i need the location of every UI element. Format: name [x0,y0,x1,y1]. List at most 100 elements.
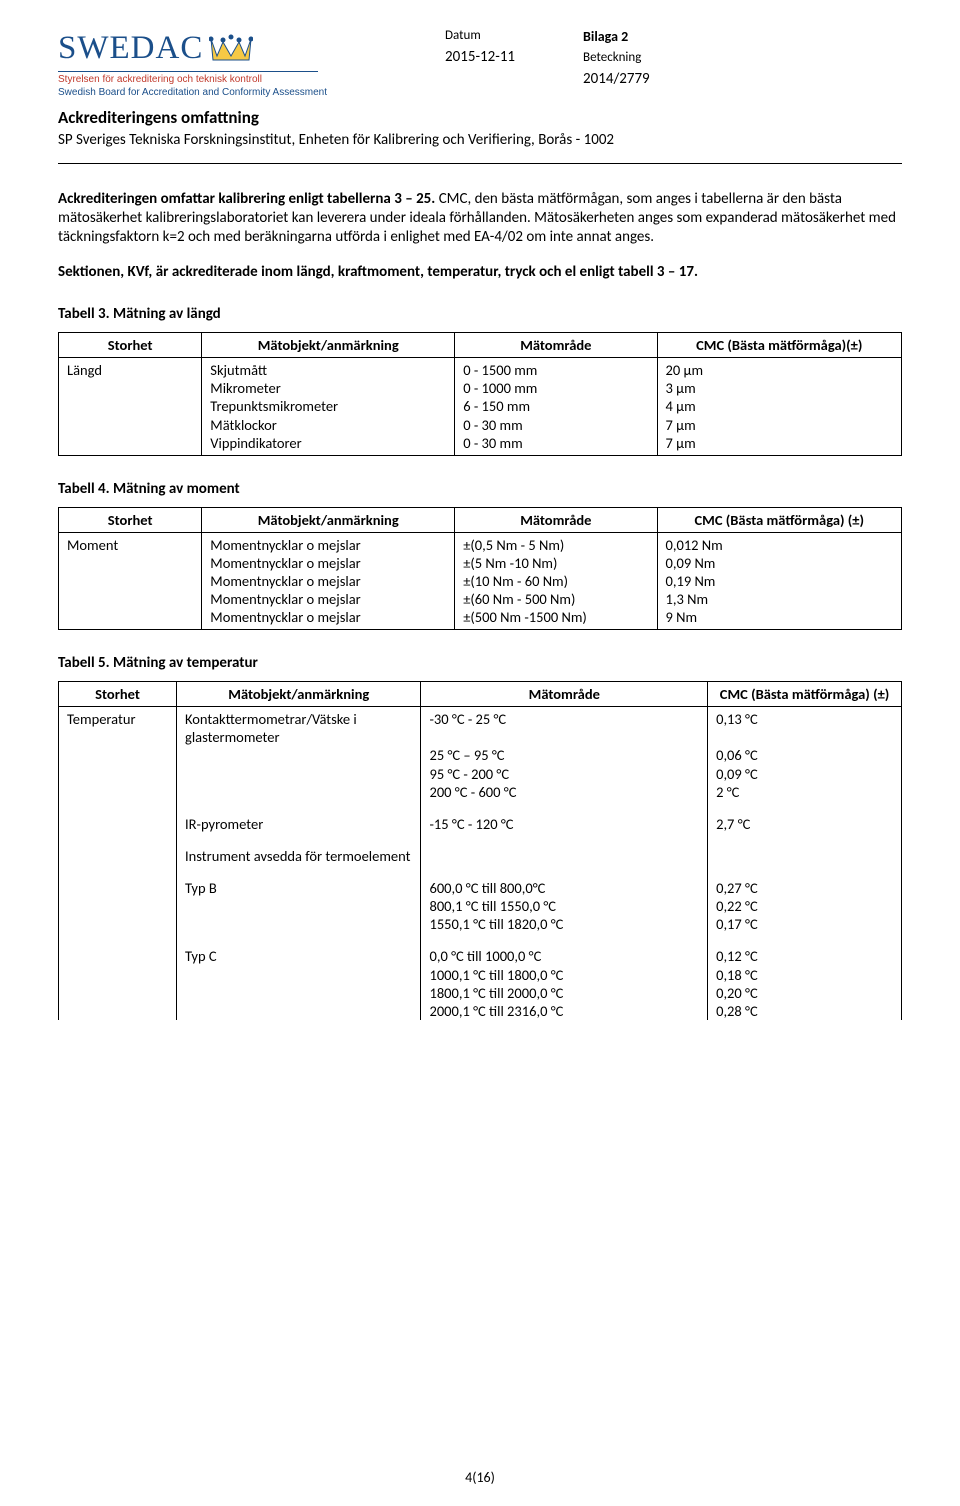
table4-h1: Mätobjekt/anmärkning [202,507,455,532]
logo-text: SWEDAC [58,28,203,69]
table4-h0: Storhet [59,507,202,532]
cell-range: ±(500 Nm -1500 Nm) [455,608,657,630]
cell-object: Typ B [177,865,421,897]
table-row: 2000,1 °C till 2316,0 °C0,28 °C [59,1002,902,1020]
table4-h2: Mätområde [455,507,657,532]
table3-title: Tabell 3. Mätning av längd [58,305,902,324]
table5-h2: Mätområde [421,682,708,707]
cell-range: ±(60 Nm - 500 Nm) [455,590,657,608]
cell-cmc: 0,09 °C [708,765,902,783]
cell-storhet [59,915,177,933]
table4-h3: CMC (Bästa mätförmåga) (±) [657,507,902,532]
cell-object: Trepunktsmikrometer [202,397,455,415]
beteckning-value: 2014/2779 [583,70,650,89]
cell-cmc: 7 µm [657,434,902,456]
cell-cmc [708,833,902,865]
cell-storhet: Moment [59,532,202,554]
table-row: 1550,1 °C till 1820,0 °C0,17 °C [59,915,902,933]
bilaga: Bilaga 2 [583,28,650,46]
cell-storhet [59,865,177,897]
cell-range: -15 °C - 120 °C [421,801,708,833]
cell-range: 0 - 30 mm [455,416,657,434]
cell-range: 0,0 °C till 1000,0 °C [421,933,708,965]
cell-cmc: 20 µm [657,358,902,380]
document-title: Ackrediteringens omfattning [58,107,902,128]
table-row: 1000,1 °C till 1800,0 °C0,18 °C [59,966,902,984]
table-row: Momentnycklar o mejslar±(500 Nm -1500 Nm… [59,608,902,630]
cell-storhet [59,833,177,865]
table-row: Vippindikatorer0 - 30 mm7 µm [59,434,902,456]
cell-storhet [59,966,177,984]
cell-storhet [59,1002,177,1020]
cell-cmc: 0,18 °C [708,966,902,984]
table-row: 25 °C – 95 °C0,06 °C [59,746,902,764]
cell-storhet: Längd [59,358,202,380]
cell-range: 0 - 1000 mm [455,379,657,397]
cell-storhet [59,590,202,608]
cell-range: 600,0 °C till 800,0°C [421,865,708,897]
datum-value: 2015-12-11 [445,48,515,67]
cell-cmc: 0,012 Nm [657,532,902,554]
cell-cmc: 7 µm [657,416,902,434]
cell-object: Momentnycklar o mejslar [202,532,455,554]
table5: Storhet Mätobjekt/anmärkning Mätområde C… [58,681,902,1020]
cell-storhet [59,434,202,456]
cell-object [177,1002,421,1020]
cell-cmc: 0,06 °C [708,746,902,764]
cell-storhet [59,783,177,801]
cell-range: 95 °C - 200 °C [421,765,708,783]
cell-storhet [59,984,177,1002]
table3-h0: Storhet [59,333,202,358]
cell-cmc: 0,17 °C [708,915,902,933]
cell-cmc: 0,13 °C [708,707,902,747]
table4-title: Tabell 4. Mätning av moment [58,480,902,499]
page-footer: 4(16) [0,1469,960,1487]
cell-range: 6 - 150 mm [455,397,657,415]
cell-object [177,746,421,764]
cell-storhet [59,608,202,630]
table5-h0: Storhet [59,682,177,707]
cell-object [177,765,421,783]
cell-object: Skjutmått [202,358,455,380]
cell-storhet [59,801,177,833]
table-row: 200 °C - 600 °C2 °C [59,783,902,801]
cell-cmc: 2,7 °C [708,801,902,833]
cell-object: Kontakttermometrar/Vätske i glastermomet… [177,707,421,747]
table3-h1: Mätobjekt/anmärkning [202,333,455,358]
cell-range: ±(5 Nm -10 Nm) [455,554,657,572]
table-row: 95 °C - 200 °C0,09 °C [59,765,902,783]
table-row: Typ B600,0 °C till 800,0°C0,27 °C [59,865,902,897]
beteckning-label: Beteckning [583,50,650,66]
cell-object [177,783,421,801]
cell-storhet [59,379,202,397]
cell-range: 200 °C - 600 °C [421,783,708,801]
table-row: Typ C0,0 °C till 1000,0 °C0,12 °C [59,933,902,965]
cell-storhet [59,933,177,965]
cell-range: 2000,1 °C till 2316,0 °C [421,1002,708,1020]
table-row: Instrument avsedda för termoelement [59,833,902,865]
cell-range: 1550,1 °C till 1820,0 °C [421,915,708,933]
cell-storhet [59,746,177,764]
datum-label: Datum [445,28,515,44]
cell-range: 1800,1 °C till 2000,0 °C [421,984,708,1002]
section-kvf: Sektionen, KVf, är ackrediterade inom lä… [58,263,902,282]
cell-object: Typ C [177,933,421,965]
document-subtitle: SP Sveriges Tekniska Forskningsinstitut,… [58,131,902,150]
cell-object: IR-pyrometer [177,801,421,833]
table5-h3: CMC (Bästa mätförmåga) (±) [708,682,902,707]
table3-h2: Mätområde [455,333,657,358]
cell-range: 0 - 1500 mm [455,358,657,380]
cell-range [421,833,708,865]
table-row: Trepunktsmikrometer6 - 150 mm4 µm [59,397,902,415]
cell-object: Instrument avsedda för termoelement [177,833,421,865]
table-row: 800,1 °C till 1550,0 °C0,22 °C [59,897,902,915]
header-meta: Datum 2015-12-11 Bilaga 2 Beteckning 201… [445,28,650,89]
cell-cmc: 3 µm [657,379,902,397]
cell-cmc: 4 µm [657,397,902,415]
table-row: Momentnycklar o mejslar±(60 Nm - 500 Nm)… [59,590,902,608]
cell-cmc: 1,3 Nm [657,590,902,608]
intro-bold: Ackrediteringen omfattar kalibrering enl… [58,190,435,208]
logo-block: SWEDAC Styrelsen för ackreditering och t… [58,28,327,99]
cell-storhet [59,897,177,915]
crown-icon [209,34,253,64]
